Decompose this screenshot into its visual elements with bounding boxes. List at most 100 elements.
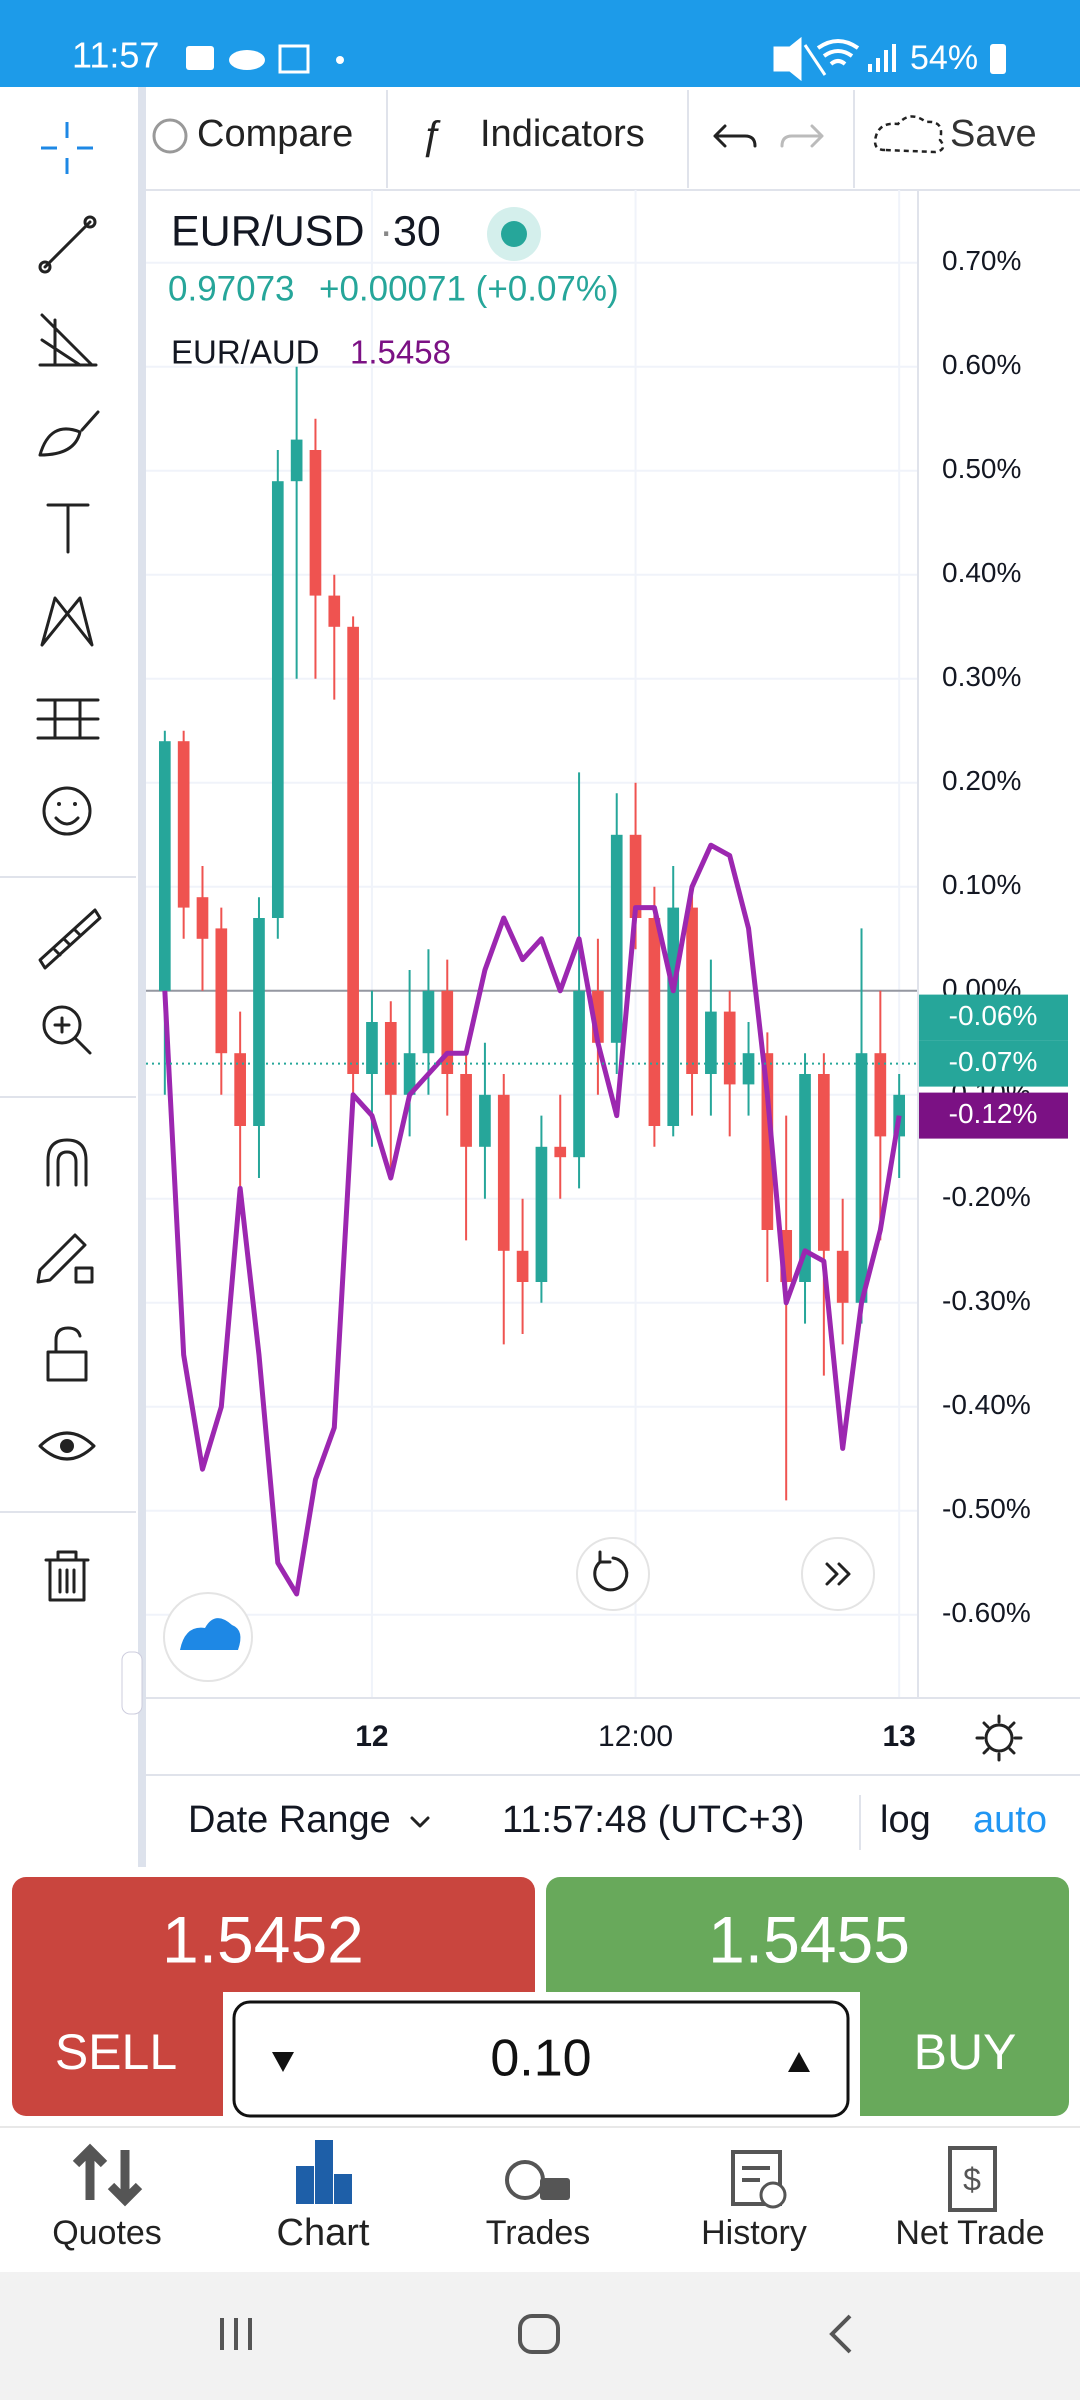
history-icon <box>759 2181 787 2209</box>
trend-line-tool[interactable] <box>38 215 97 274</box>
undo-button[interactable] <box>713 124 757 148</box>
text-tool[interactable] <box>46 503 90 554</box>
separator: · <box>379 207 393 255</box>
market-status-dot <box>501 221 527 247</box>
log-button[interactable]: log <box>880 1799 931 1841</box>
candle-body <box>253 918 265 1126</box>
save-icon <box>873 115 945 154</box>
y-tick-label: 0.10% <box>942 869 1021 900</box>
nav-tab[interactable]: Quotes <box>52 2214 162 2252</box>
lot-value: 0.10 <box>490 2030 591 2088</box>
candle-body <box>479 1094 491 1147</box>
price-label: -0.07% <box>949 1046 1038 1077</box>
status-icon <box>278 44 310 74</box>
y-tick-label: 0.70% <box>942 245 1021 276</box>
visibility-tool[interactable] <box>38 1431 96 1461</box>
buy-label: BUY <box>914 2024 1017 2080</box>
crosshair-tool[interactable] <box>41 122 93 174</box>
chart-icon <box>296 2140 352 2204</box>
fib-tool[interactable] <box>38 313 98 367</box>
candle-body <box>629 834 642 918</box>
bottom-nav <box>0 2127 1080 2272</box>
date-range-button[interactable]: Date Range <box>188 1799 391 1841</box>
save-button[interactable]: Save <box>950 113 1037 155</box>
candle-body <box>667 907 680 1126</box>
emoji-tool[interactable] <box>42 786 92 836</box>
lot-input[interactable] <box>232 2000 850 2118</box>
recents-button[interactable] <box>220 2318 252 2350</box>
status-battery: 54% <box>910 39 978 77</box>
net-trade-icon: $ <box>963 2161 981 2197</box>
candle-body <box>384 1022 397 1095</box>
delete-tool[interactable] <box>44 1550 90 1602</box>
auto-button[interactable]: auto <box>973 1799 1047 1841</box>
lock-tool[interactable] <box>46 1326 88 1382</box>
scroll-icon <box>825 1562 851 1586</box>
status-icon <box>816 39 860 66</box>
back-button[interactable] <box>829 2314 852 2354</box>
y-tick-label: -0.60% <box>942 1597 1031 1628</box>
candle-body <box>610 834 623 1043</box>
candle-body <box>573 990 585 1158</box>
home-button[interactable] <box>518 2314 560 2354</box>
measure-tool[interactable] <box>36 698 100 740</box>
net-trade-icon <box>948 2146 997 2212</box>
y-tick-label: -0.50% <box>942 1493 1031 1524</box>
lock-draw-tool[interactable] <box>36 1233 94 1284</box>
symbol: EUR/USD <box>171 207 365 255</box>
ruler-tool[interactable] <box>38 908 102 970</box>
increase-button[interactable] <box>788 2052 810 2072</box>
dropdown-icon <box>410 1816 430 1828</box>
candle-body <box>818 1074 830 1251</box>
decrease-button[interactable] <box>272 2052 294 2072</box>
status-icon <box>186 46 214 70</box>
interval: 30 <box>393 207 441 255</box>
y-tick-label: 0.50% <box>942 453 1021 484</box>
nav-tab[interactable]: History <box>701 2214 807 2252</box>
x-tick-label: 13 <box>882 1720 915 1753</box>
candle-body <box>742 1053 755 1085</box>
nav-tab[interactable]: Chart <box>277 2212 370 2254</box>
drawing-toolbar <box>0 87 138 1867</box>
candle-body <box>271 481 284 918</box>
zoom-tool[interactable] <box>42 1005 92 1055</box>
candle-body <box>290 439 303 482</box>
magnet-tool[interactable] <box>46 1138 88 1187</box>
x-tick-label: 12:00 <box>598 1720 673 1753</box>
status-icon <box>336 56 344 64</box>
indicators-button[interactable]: Indicators <box>480 113 645 155</box>
compare-button[interactable]: Compare <box>197 113 353 155</box>
nav-tab[interactable]: Trades <box>486 2214 591 2252</box>
brush-tool[interactable] <box>38 410 100 457</box>
candle-body <box>177 741 190 908</box>
battery-icon <box>990 44 1006 74</box>
candle-body <box>366 1022 378 1074</box>
candle-body <box>723 1011 736 1085</box>
candle-body <box>196 897 209 939</box>
y-tick-label: -0.40% <box>942 1389 1031 1420</box>
y-tick-label: 0.20% <box>942 765 1021 796</box>
candle-body <box>874 1053 887 1137</box>
chart: 0.70%0.60%0.50%0.40%0.30%0.20%0.10%0.00%… <box>146 190 1068 1753</box>
candle-body <box>403 1053 416 1095</box>
price-label-box <box>918 994 1068 1041</box>
quotes-icon <box>72 2143 143 2207</box>
candle-body <box>686 907 698 1074</box>
collapse-handle[interactable] <box>121 1651 143 1715</box>
candle-body <box>855 1053 868 1303</box>
status-bar <box>0 0 1080 87</box>
compare-symbol: EUR/AUD <box>171 334 320 371</box>
candle-body <box>592 990 604 1043</box>
reset-button[interactable] <box>576 1537 650 1611</box>
candle-body <box>705 1011 717 1074</box>
settings-button[interactable] <box>984 1723 1014 1753</box>
nav-tab[interactable]: Net Trade <box>895 2214 1044 2252</box>
compare-line <box>162 842 902 1597</box>
candle-body <box>215 928 228 1054</box>
pattern-tool[interactable] <box>40 596 94 647</box>
candle-body <box>761 1053 774 1230</box>
y-tick-label: -0.30% <box>942 1285 1031 1316</box>
redo-button[interactable] <box>780 124 824 148</box>
candle-body <box>780 1230 793 1282</box>
